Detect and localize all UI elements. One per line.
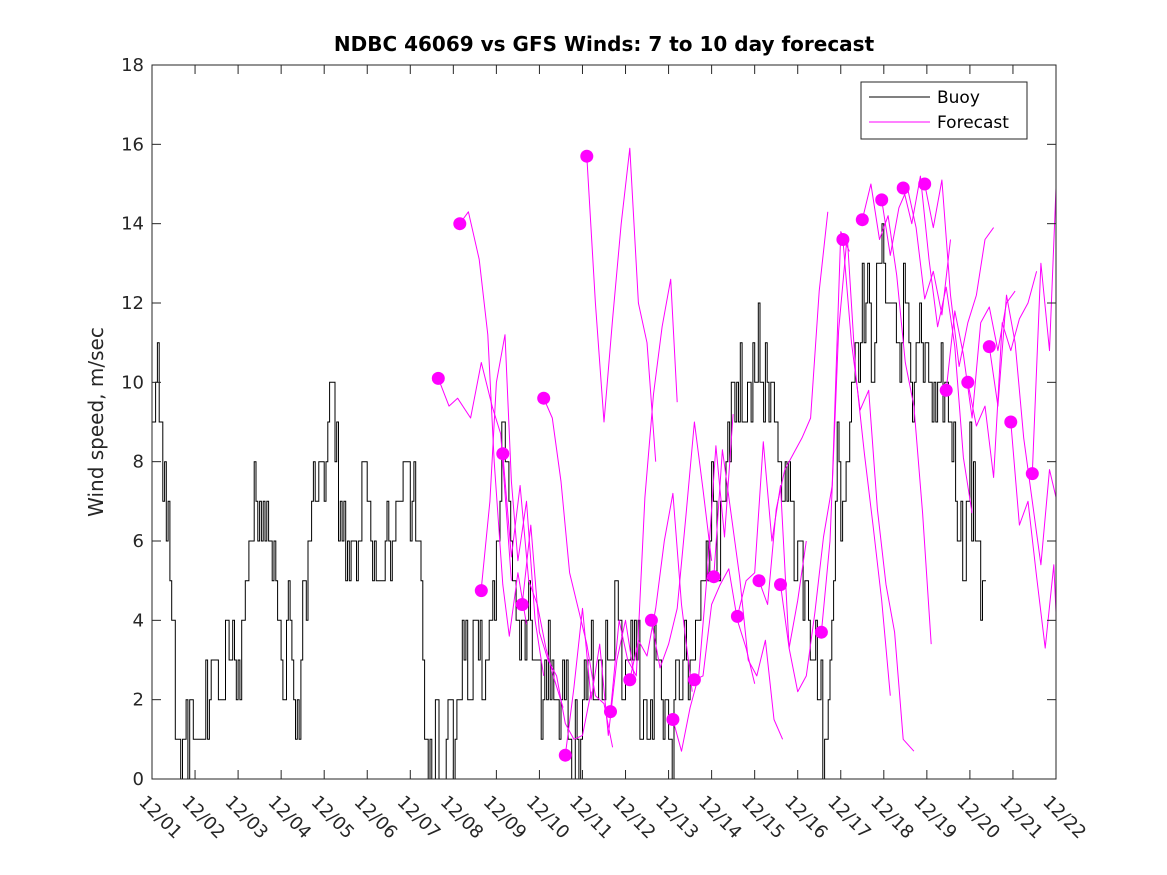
forecast-line xyxy=(1031,187,1057,474)
forecast-line xyxy=(967,271,1038,478)
forecast-marker xyxy=(474,584,488,598)
legend-buoy-label: Buoy xyxy=(937,88,980,108)
forecast-marker xyxy=(774,578,787,592)
forecast-line xyxy=(564,607,635,756)
forecast-marker xyxy=(496,447,510,461)
y-tick-label: 2 xyxy=(133,690,144,711)
forecast-marker xyxy=(752,574,766,588)
forecast-marker xyxy=(604,705,617,719)
axes-box xyxy=(151,64,1057,780)
y-axis-label: Wind speed, m/sec xyxy=(84,327,108,517)
forecast-line xyxy=(736,441,807,649)
forecast-line xyxy=(1010,421,1057,649)
forecast-marker-group xyxy=(431,149,1039,762)
forecast-marker xyxy=(836,233,850,246)
legend-forecast-label: Forecast xyxy=(937,113,1009,133)
forecast-line xyxy=(586,147,657,462)
y-tick-label: 16 xyxy=(121,134,144,155)
forecast-line xyxy=(672,414,734,752)
forecast-marker xyxy=(644,613,658,627)
forecast-marker xyxy=(1025,467,1039,481)
forecast-marker xyxy=(687,673,701,687)
forecast-line xyxy=(988,294,1057,566)
forecast-marker xyxy=(707,570,721,584)
forecast-marker xyxy=(431,371,445,385)
forecast-line xyxy=(694,568,756,684)
forecast-line xyxy=(502,453,564,708)
y-tick-label: 6 xyxy=(133,531,144,552)
forecast-line xyxy=(881,187,951,316)
forecast-series-group xyxy=(437,147,1057,756)
y-tick-label: 4 xyxy=(133,610,144,631)
chart-title: NDBC 46069 vs GFS Winds: 7 to 10 day for… xyxy=(334,32,875,56)
forecast-line xyxy=(842,239,915,752)
forecast-marker xyxy=(939,383,953,397)
forecast-line xyxy=(924,179,995,367)
forecast-marker xyxy=(580,149,594,163)
forecast-line xyxy=(480,334,545,676)
legend: Buoy Forecast xyxy=(860,81,1028,140)
buoy-line xyxy=(152,223,986,780)
forecast-line xyxy=(437,362,512,581)
forecast-marker xyxy=(623,673,637,687)
forecast-line xyxy=(610,278,678,712)
forecast-marker xyxy=(896,181,910,195)
forecast-line xyxy=(945,290,1016,419)
forecast-line xyxy=(459,211,527,637)
y-tick-label: 10 xyxy=(121,372,144,393)
forecast-marker xyxy=(453,217,467,231)
forecast-marker xyxy=(918,177,932,191)
legend-box xyxy=(860,81,1028,140)
forecast-marker xyxy=(515,598,529,611)
forecast-line xyxy=(758,211,829,605)
forecast-marker xyxy=(537,391,551,405)
forecast-line xyxy=(713,449,784,740)
forecast-line xyxy=(629,492,693,692)
forecast-line xyxy=(780,231,850,693)
y-tick-label: 18 xyxy=(121,55,144,76)
forecast-line xyxy=(902,175,973,514)
forecast-marker xyxy=(1004,415,1018,429)
y-tick-label: 12 xyxy=(121,293,144,314)
y-axis-ticks: 0 2 4 6 8 10 12 14 16 18 xyxy=(121,55,1056,790)
forecast-line xyxy=(521,524,592,740)
forecast-line xyxy=(543,398,614,748)
forecast-marker xyxy=(961,375,975,389)
y-tick-label: 8 xyxy=(133,452,144,473)
forecast-marker xyxy=(855,213,869,227)
forecast-marker xyxy=(558,748,572,762)
forecast-marker xyxy=(875,193,889,207)
y-tick-label: 0 xyxy=(133,769,144,790)
buoy-series xyxy=(152,223,986,780)
y-tick-label: 14 xyxy=(121,214,144,235)
forecast-marker xyxy=(982,340,996,354)
forecast-marker xyxy=(666,713,680,726)
forecast-line xyxy=(650,421,713,669)
forecast-line xyxy=(861,183,932,645)
forecast-marker xyxy=(814,625,828,639)
forecast-marker xyxy=(730,609,744,623)
